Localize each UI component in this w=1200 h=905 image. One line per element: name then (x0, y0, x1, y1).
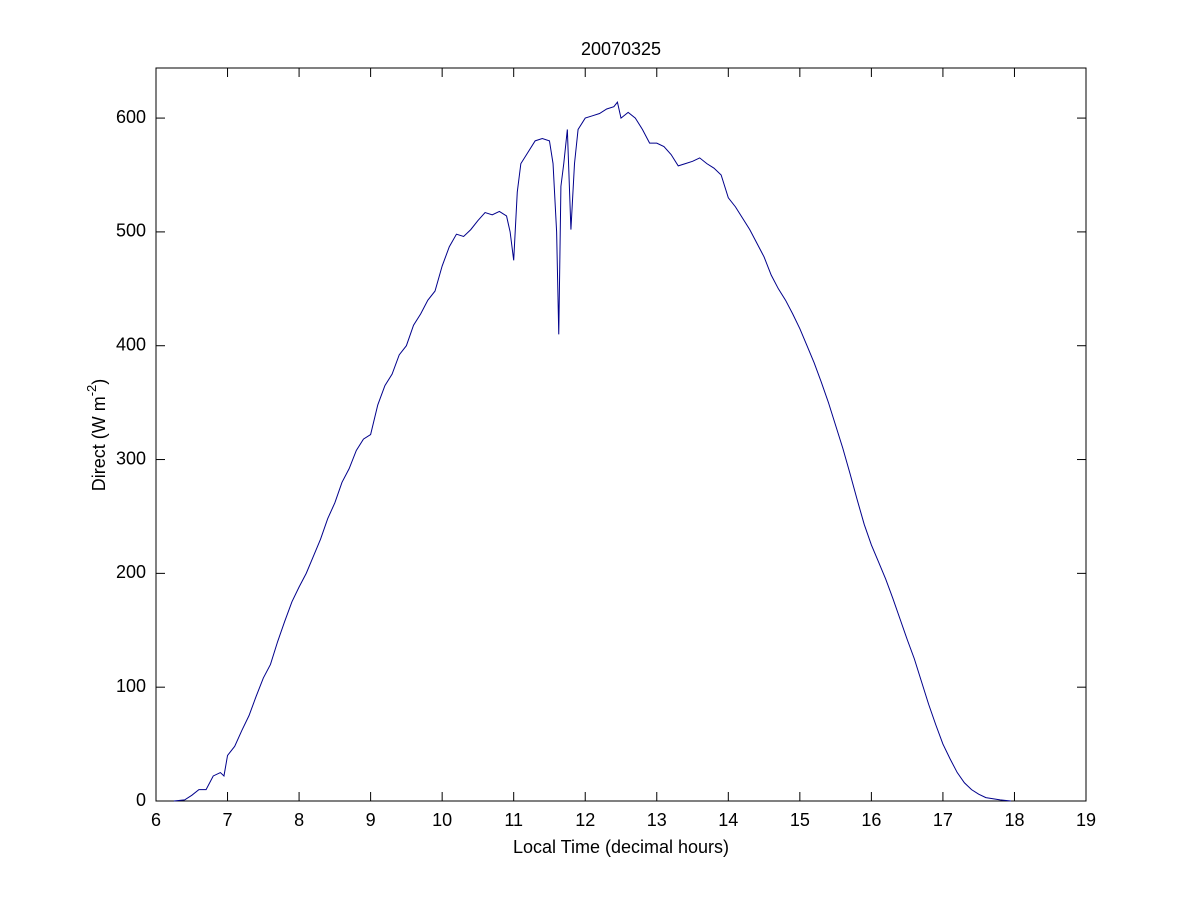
y-tick-label: 0 (136, 790, 146, 810)
x-tick-label: 11 (504, 810, 523, 830)
y-axis-label: Direct (W m-2) (84, 379, 108, 492)
y-label-suffix: ) (89, 379, 109, 385)
data-line (173, 101, 1011, 802)
plot-area (155, 67, 1087, 802)
x-axis-label: Local Time (decimal hours) (513, 837, 729, 857)
x-tick-label: 12 (575, 810, 595, 830)
y-label-sup: -2 (84, 385, 99, 397)
chart-title: 20070325 (581, 39, 661, 59)
x-tick-label: 18 (1004, 810, 1024, 830)
x-tick-label: 14 (718, 810, 738, 830)
x-tick-label: 13 (647, 810, 667, 830)
y-tick-label: 100 (116, 676, 146, 696)
y-tick-label: 400 (116, 334, 146, 354)
x-tick-label: 9 (366, 810, 376, 830)
x-tick-label: 19 (1076, 810, 1096, 830)
x-tick-label: 7 (223, 810, 233, 830)
y-tick-label: 500 (116, 221, 146, 241)
y-tick-label: 600 (116, 107, 146, 127)
y-tick-label: 200 (116, 562, 146, 582)
x-tick-label: 6 (151, 810, 161, 830)
x-tick-label: 16 (861, 810, 881, 830)
x-tick-label: 10 (432, 810, 452, 830)
x-tick-label: 15 (790, 810, 810, 830)
y-label-text: Direct (W m (89, 396, 109, 491)
x-tick-label: 8 (294, 810, 304, 830)
y-tick-label: 300 (116, 448, 146, 468)
x-tick-label: 17 (933, 810, 953, 830)
